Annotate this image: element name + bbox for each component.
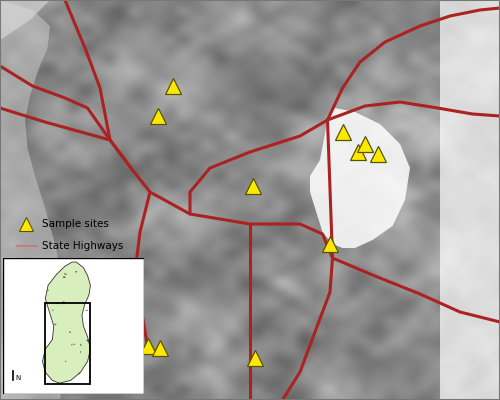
Ellipse shape bbox=[52, 310, 54, 311]
Ellipse shape bbox=[78, 373, 80, 374]
Ellipse shape bbox=[63, 276, 66, 278]
Ellipse shape bbox=[80, 344, 82, 346]
Ellipse shape bbox=[80, 351, 81, 353]
Ellipse shape bbox=[69, 331, 71, 333]
Ellipse shape bbox=[65, 361, 66, 362]
Polygon shape bbox=[310, 108, 410, 248]
Bar bbox=[46, 303, 90, 384]
Ellipse shape bbox=[56, 302, 58, 304]
Ellipse shape bbox=[86, 310, 88, 311]
Bar bbox=[10, 218, 160, 262]
Polygon shape bbox=[0, 0, 65, 400]
Polygon shape bbox=[42, 262, 90, 383]
Ellipse shape bbox=[73, 344, 75, 345]
Polygon shape bbox=[440, 0, 500, 400]
Ellipse shape bbox=[47, 290, 49, 291]
Ellipse shape bbox=[86, 339, 89, 342]
Ellipse shape bbox=[64, 273, 67, 275]
Ellipse shape bbox=[54, 324, 56, 325]
Polygon shape bbox=[0, 0, 50, 40]
Text: Sample sites: Sample sites bbox=[42, 219, 110, 229]
Text: N: N bbox=[16, 375, 21, 381]
Ellipse shape bbox=[57, 303, 59, 304]
Ellipse shape bbox=[75, 271, 77, 272]
Ellipse shape bbox=[62, 301, 64, 304]
Ellipse shape bbox=[71, 344, 72, 346]
Text: State Highways: State Highways bbox=[42, 241, 124, 251]
